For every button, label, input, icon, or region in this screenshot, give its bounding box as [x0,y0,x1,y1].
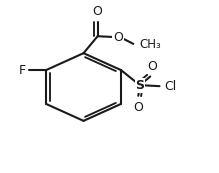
Text: O: O [133,101,143,113]
Text: Cl: Cl [164,80,177,93]
Text: S: S [136,79,145,92]
Text: O: O [93,5,102,18]
Text: O: O [148,61,157,74]
Text: F: F [18,64,26,77]
Text: CH₃: CH₃ [139,38,161,51]
Text: O: O [113,31,123,44]
